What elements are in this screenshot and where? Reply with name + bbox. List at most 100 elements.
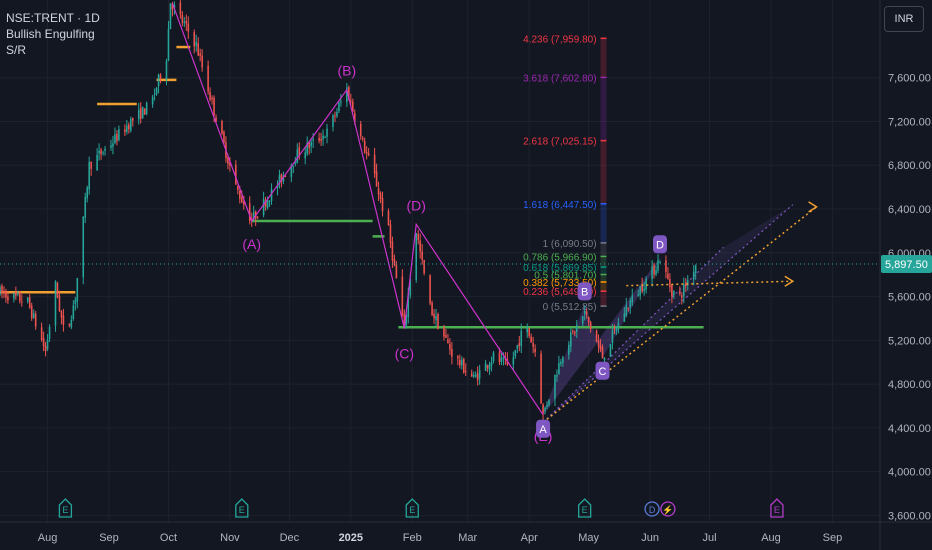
fib-level-label: 2.618 (7,025.15) bbox=[523, 137, 596, 148]
candle-body bbox=[42, 338, 45, 347]
symbol-label[interactable]: NSE:TRENT · 1D bbox=[6, 11, 100, 25]
candle-body bbox=[631, 295, 634, 303]
fib-zone bbox=[600, 203, 607, 243]
candle-body bbox=[0, 287, 1, 295]
last-price-badge bbox=[881, 255, 932, 274]
candle-body bbox=[570, 332, 572, 347]
indicator-label-bullish-engulfing[interactable]: Bullish Engulfing bbox=[6, 27, 95, 41]
candle-body bbox=[256, 216, 259, 218]
candle-body bbox=[568, 345, 570, 355]
fib-zone bbox=[600, 77, 607, 141]
candle-body bbox=[157, 74, 160, 87]
candle-body bbox=[100, 149, 102, 155]
candle-body bbox=[268, 200, 271, 203]
candle-body bbox=[211, 97, 213, 100]
candle-body bbox=[7, 296, 9, 301]
candle-body bbox=[96, 155, 98, 171]
projection-arrow bbox=[784, 275, 795, 287]
candle-body bbox=[167, 28, 170, 61]
channel-fill bbox=[543, 204, 793, 423]
candle-body bbox=[498, 352, 501, 363]
candle-body bbox=[447, 339, 449, 344]
candle-body bbox=[679, 291, 681, 294]
candle-body bbox=[429, 275, 431, 304]
indicator-label-sr[interactable]: S/R bbox=[6, 43, 27, 57]
last-price-label: 5,897.50 bbox=[885, 259, 928, 271]
candle-body bbox=[585, 311, 588, 315]
candle-body bbox=[534, 348, 536, 352]
candle-body bbox=[613, 328, 616, 330]
candle-body bbox=[90, 162, 92, 169]
candle-body bbox=[58, 295, 61, 311]
candle-body bbox=[651, 266, 653, 280]
currency-button[interactable]: INR bbox=[884, 6, 924, 32]
event-marker bbox=[405, 498, 419, 518]
candle-body bbox=[110, 145, 112, 148]
candle-body bbox=[44, 345, 47, 352]
y-tick-label: 5,200.00 bbox=[888, 335, 931, 347]
wave-label: (A) bbox=[242, 236, 261, 252]
candle-body bbox=[558, 363, 560, 375]
candle-body bbox=[169, 3, 172, 30]
candle-body bbox=[141, 106, 144, 118]
harmonic-point-label: D bbox=[656, 239, 664, 251]
candle-body bbox=[419, 240, 421, 252]
candle-body bbox=[242, 201, 245, 205]
candle-body bbox=[637, 294, 639, 296]
event-marker-label: E bbox=[774, 505, 780, 515]
x-tick-label: Jun bbox=[641, 532, 659, 544]
candle-body bbox=[207, 65, 209, 92]
harmonic-point-badge bbox=[536, 419, 551, 438]
candle-body bbox=[629, 300, 632, 308]
candle-body bbox=[350, 100, 352, 102]
candle-body bbox=[587, 316, 590, 322]
event-marker bbox=[235, 498, 249, 518]
event-marker bbox=[770, 498, 784, 518]
candle-body bbox=[575, 325, 578, 332]
projection-line bbox=[542, 206, 818, 424]
candle-body bbox=[15, 291, 17, 296]
candle-body bbox=[395, 264, 398, 279]
candle-body bbox=[655, 270, 657, 275]
candle-body bbox=[556, 375, 558, 377]
fib-level-label: 4.236 (7,959.80) bbox=[523, 34, 596, 45]
y-tick-label: 6,800.00 bbox=[888, 160, 931, 172]
candle-body bbox=[641, 284, 643, 292]
candle-body bbox=[296, 149, 299, 164]
candle-body bbox=[657, 260, 659, 271]
harmonic-point-label: A bbox=[539, 424, 547, 436]
candle-body bbox=[681, 295, 683, 298]
candle-body bbox=[417, 233, 419, 241]
x-tick-label: Aug bbox=[761, 532, 781, 544]
candle-body bbox=[449, 343, 451, 350]
x-tick-label: Apr bbox=[521, 532, 538, 544]
fib-level-label: 3.618 (7,602.80) bbox=[523, 73, 596, 84]
candle-body bbox=[686, 280, 689, 286]
candle-body bbox=[324, 137, 326, 139]
candle-body bbox=[353, 113, 356, 123]
candle-body bbox=[13, 293, 15, 299]
candle-body bbox=[128, 124, 130, 130]
candle-body bbox=[76, 277, 79, 302]
candle-body bbox=[118, 129, 120, 140]
candle-body bbox=[500, 357, 503, 362]
candle-body bbox=[82, 216, 85, 278]
candle-body bbox=[623, 313, 626, 322]
candle-body bbox=[645, 278, 647, 290]
candle-body bbox=[340, 101, 342, 103]
x-tick-label: Jul bbox=[703, 532, 717, 544]
candle-body bbox=[34, 313, 37, 327]
candle-body bbox=[518, 343, 521, 347]
candle-body bbox=[595, 330, 598, 342]
candle-body bbox=[572, 330, 574, 332]
candle-body bbox=[492, 352, 495, 362]
candle-body bbox=[336, 111, 338, 117]
candle-body bbox=[389, 224, 392, 243]
candle-body bbox=[54, 281, 57, 326]
candle-body bbox=[421, 251, 423, 260]
candle-body bbox=[589, 322, 592, 329]
candle-body bbox=[544, 407, 546, 412]
candle-body bbox=[346, 87, 348, 102]
